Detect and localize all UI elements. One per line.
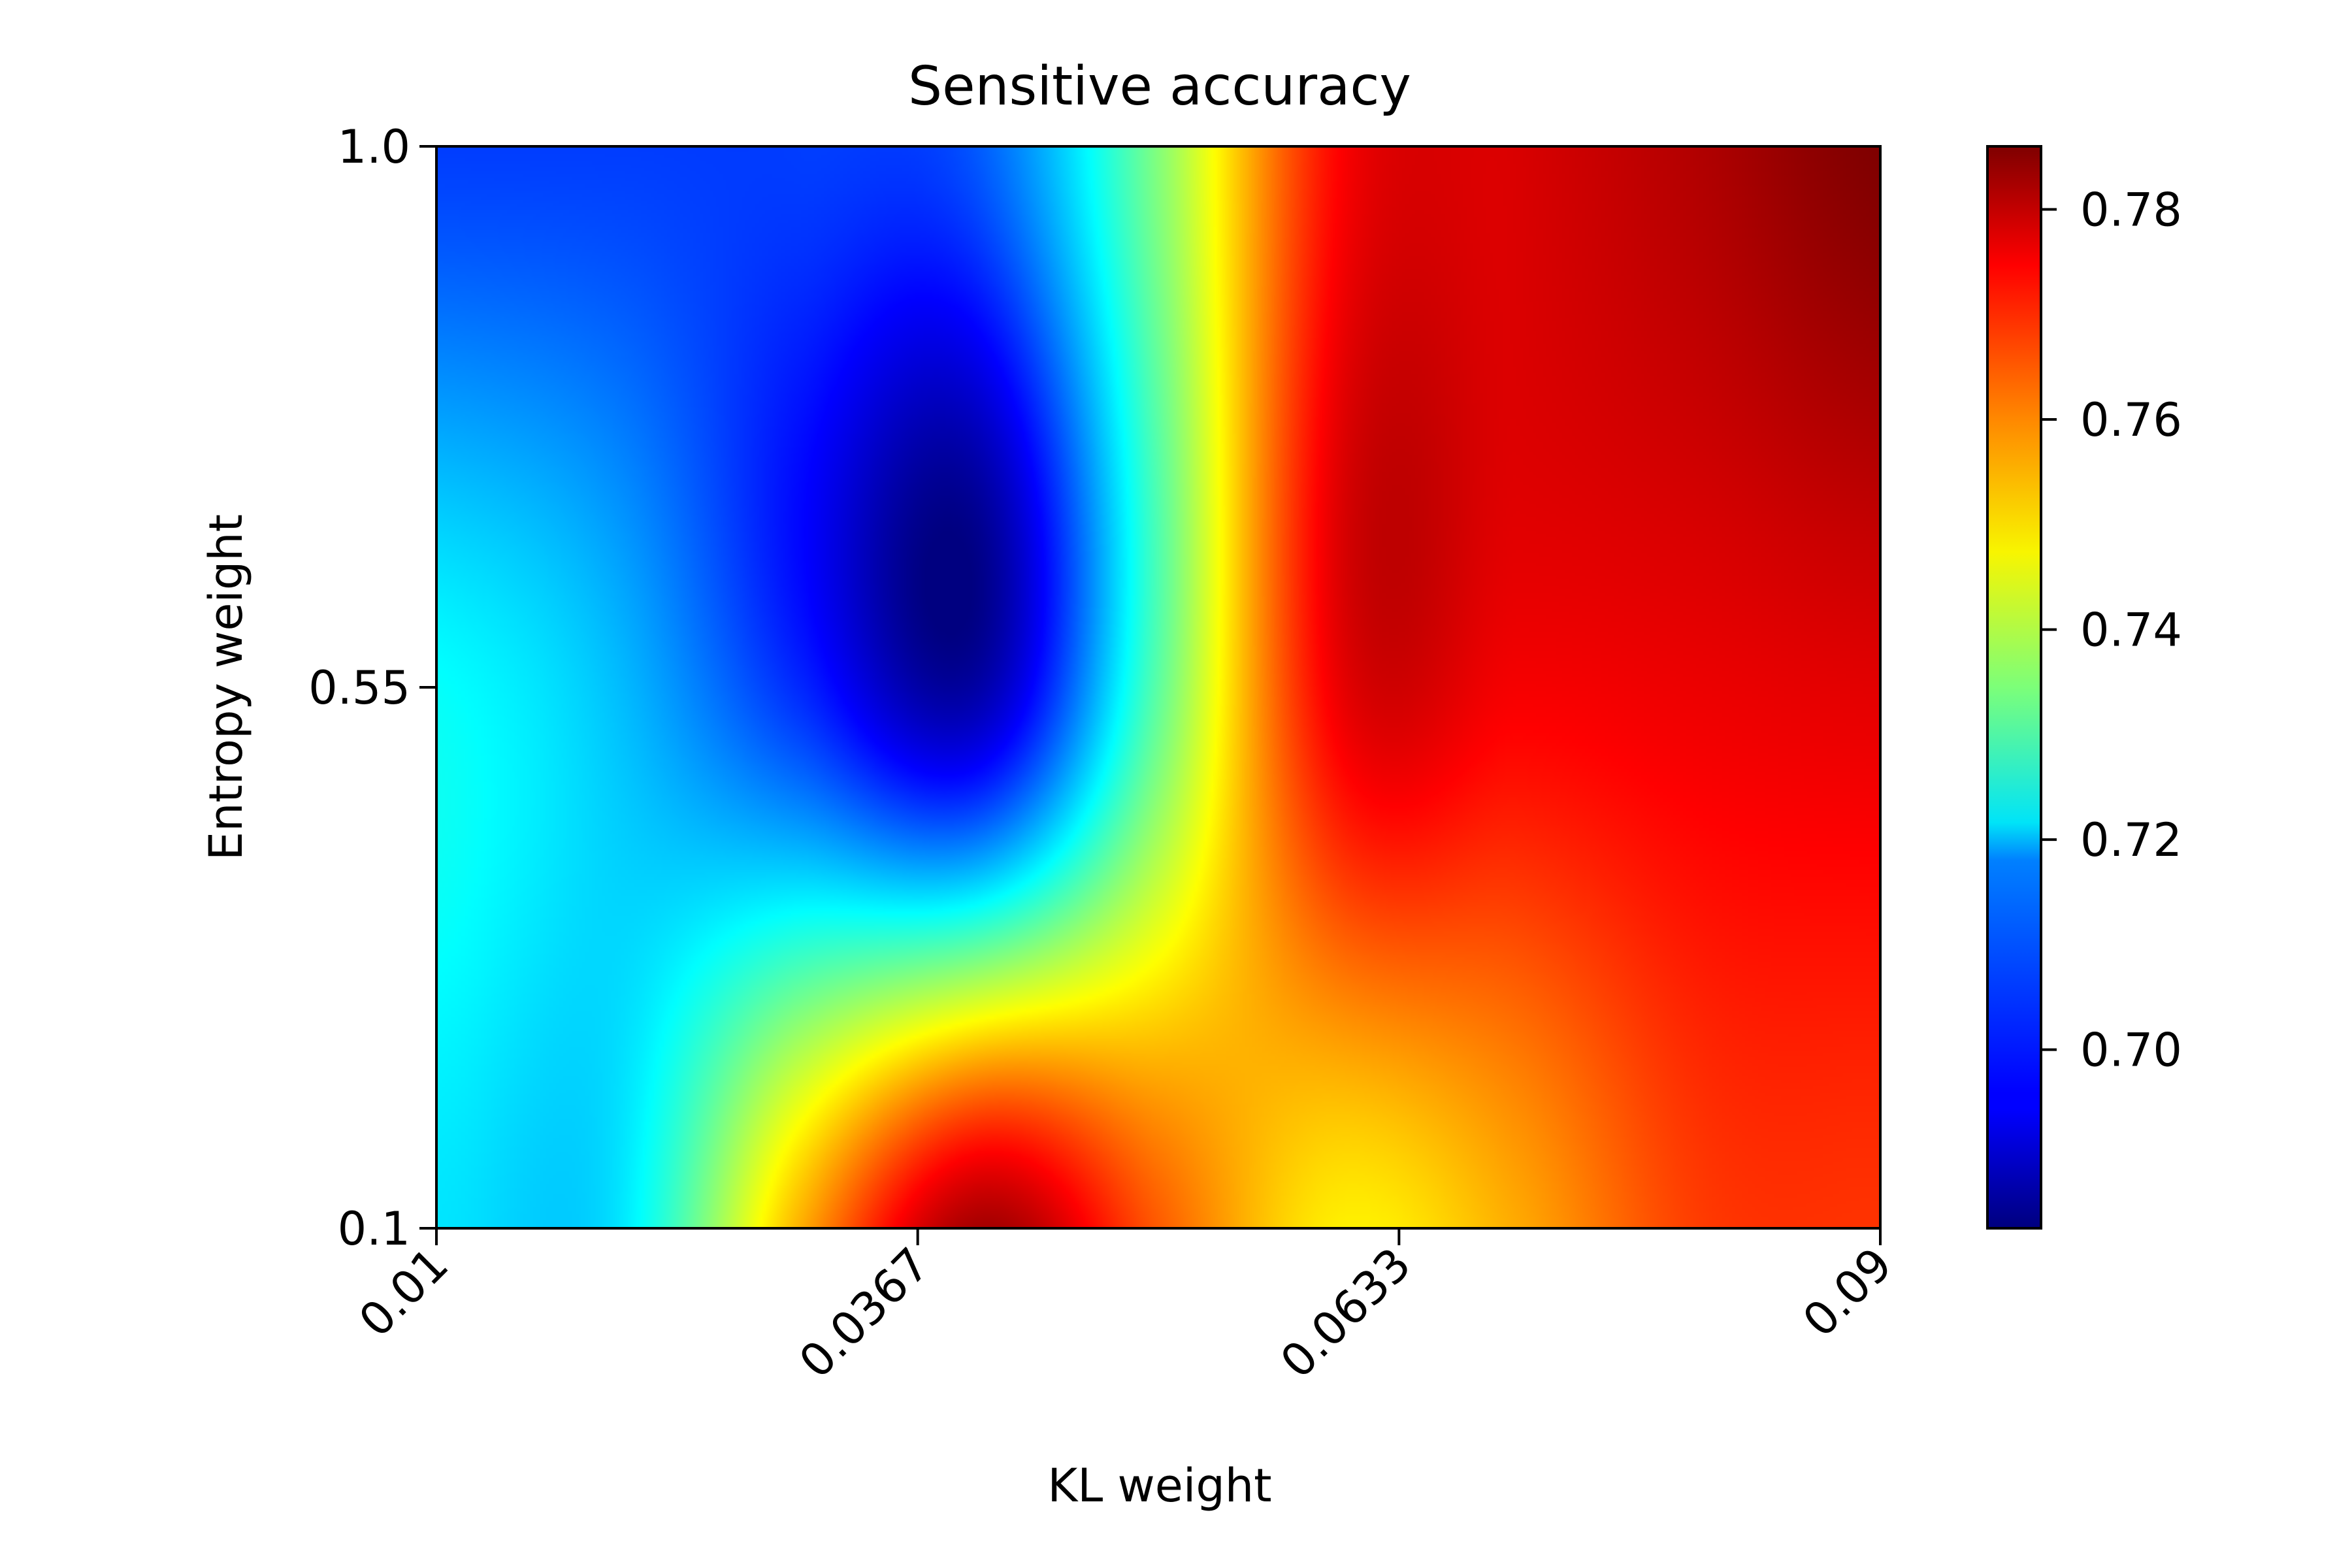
heatmap-surface [436,146,1880,1228]
y-axis: 0.1 0.55 1.0 [308,120,436,1256]
x-tick-label: 0.09 [1793,1237,1903,1347]
y-tick-label: 0.1 [338,1202,410,1256]
colorbar [1987,146,2041,1228]
y-tick-label: 1.0 [338,120,410,174]
colorbar-tick-label: 0.72 [2080,813,2182,867]
colorbar-tick-label: 0.76 [2080,393,2182,447]
chart-title: Sensitive accuracy [908,56,1411,118]
colorbar-axis: 0.70 0.72 0.74 0.76 0.78 [2041,183,2182,1077]
colorbar-tick-label: 0.74 [2080,604,2182,657]
y-tick-label: 0.55 [308,661,410,715]
colorbar-tick-label: 0.78 [2080,183,2182,237]
x-tick-label: 0.0367 [789,1237,940,1388]
x-axis: 0.01 0.0367 0.0633 0.09 [349,1228,1903,1388]
y-axis-label: Entropy weight [199,514,253,860]
colorbar-tick-label: 0.70 [2080,1024,2182,1077]
x-axis-label: KL weight [1047,1459,1271,1512]
colorbar-frame [1986,145,2042,1230]
x-tick-label: 0.0633 [1270,1237,1421,1388]
